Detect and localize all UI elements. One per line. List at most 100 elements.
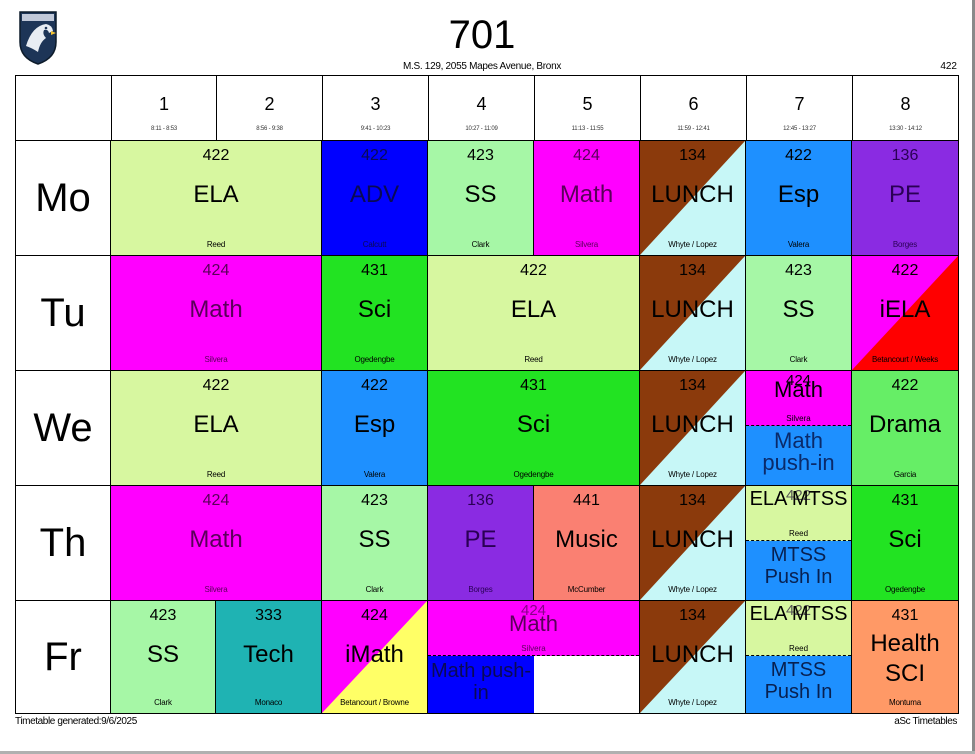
lesson-th-pe[interactable]: 136 PE Borges (428, 486, 534, 601)
lesson-mo-ela[interactable]: 422 ELA Reed (111, 141, 322, 256)
lesson-room: 424 (785, 372, 812, 389)
lesson-fr-ss[interactable]: 423 SS Clark (111, 601, 216, 713)
period-number: 8 (900, 94, 911, 114)
lesson-teacher: Silvera (786, 414, 811, 423)
lesson-subject: Sci (357, 296, 392, 323)
lesson-fr-math-top: 424 Math Silvera (428, 601, 639, 656)
lesson-we-esp[interactable]: 422 Esp Valera (322, 371, 428, 486)
page-title: 701 (448, 13, 516, 57)
lesson-teacher: Whyte / Lopez (668, 240, 717, 249)
lesson-room: 136 (467, 492, 494, 509)
lesson-teacher: Borges (892, 240, 918, 249)
lesson-tu-ss[interactable]: 423 SS Clark (746, 256, 852, 371)
lesson-teacher: Whyte / Lopez (668, 698, 717, 707)
period-time: 8:11 - 8:53 (150, 126, 178, 132)
lesson-we-sci[interactable]: 431 Sci Ogedengbe (428, 371, 640, 486)
lesson-tu-sci[interactable]: 431 Sci Ogedengbe (322, 256, 428, 371)
lesson-fr-mtss-top: 422 ELA MTSS Reed (746, 601, 851, 656)
lesson-teacher: Reed (206, 240, 226, 249)
lesson-we-math-split[interactable]: 424 Math Silvera Math push-in (746, 371, 852, 486)
lesson-tu-iela[interactable]: 422 iELA Betancourt / Weeks (852, 256, 958, 371)
lesson-th-math[interactable]: 424 Math Silvera (111, 486, 322, 601)
lesson-subject: ELA (193, 411, 239, 438)
period-number: 5 (582, 94, 593, 114)
period-number: 1 (158, 94, 169, 114)
lesson-teacher: Silvera (574, 240, 599, 249)
lesson-room: 422 (785, 487, 812, 504)
lesson-we-ela[interactable]: 422 ELA Reed (111, 371, 322, 486)
lesson-room: 134 (679, 607, 706, 624)
lesson-teacher: Clark (789, 355, 808, 364)
lesson-room: 431 (520, 377, 547, 394)
lesson-room: 423 (785, 262, 812, 279)
lesson-we-math-bottom: Math push-in (746, 426, 851, 485)
lesson-teacher: Valera (363, 470, 386, 479)
lesson-we-lunch[interactable]: 134 LUNCH Whyte / Lopez (640, 371, 746, 486)
lesson-subject: LUNCH (651, 526, 734, 553)
lesson-th-mtss-top: 422 ELA MTSS Reed (746, 486, 851, 541)
lesson-mo-adv[interactable]: 422 ADV Calcutt (322, 141, 428, 256)
lesson-mo-math[interactable]: 424 Math Silvera (534, 141, 640, 256)
lesson-room: 431 (891, 607, 919, 624)
lesson-subject: PE (888, 181, 921, 208)
lesson-room: 134 (679, 147, 706, 164)
lesson-subject: Tech (243, 641, 294, 668)
lesson-subject: iELA (879, 296, 931, 323)
lesson-teacher: Betancourt / Weeks (871, 355, 939, 364)
lesson-tu-ela[interactable]: 422 ELA Reed (428, 256, 640, 371)
period-header-3: 3 9:41 - 10:23 (323, 76, 428, 140)
lesson-teacher: Reed (206, 470, 226, 479)
lesson-room: 424 (202, 492, 230, 509)
period-number: 6 (688, 94, 699, 114)
lesson-mo-ss[interactable]: 423 SS Clark (428, 141, 534, 256)
lesson-fr-math-split[interactable]: 424 Math Silvera Math push-in (428, 601, 640, 713)
lesson-teacher: Montuma (889, 698, 921, 707)
period-header-1: 1 8:11 - 8:53 (112, 76, 216, 140)
day-label-monday: Mo (16, 141, 111, 256)
lesson-subject: Music (555, 526, 618, 553)
lesson-th-music[interactable]: 441 Music McCumber (534, 486, 640, 601)
lesson-th-ss[interactable]: 423 SS Clark (322, 486, 428, 601)
lesson-subject: Sci (888, 526, 922, 553)
lesson-fr-mtss-split[interactable]: 422 ELA MTSS Reed MTSS Push In (746, 601, 852, 713)
lesson-mo-pe[interactable]: 136 PE Borges (852, 141, 958, 256)
lesson-subject: iMath (345, 641, 404, 668)
lesson-subject: Math (189, 526, 243, 553)
lesson-subject-2: MTSS Push In (764, 659, 833, 703)
lesson-room: 422 (891, 377, 919, 394)
period-time: 9:41 - 10:23 (360, 126, 391, 132)
lesson-subject: PE (464, 526, 497, 553)
lesson-fr-lunch[interactable]: 134 LUNCH Whyte / Lopez (640, 601, 746, 713)
period-header-6: 6 11:59 - 12:41 (641, 76, 746, 140)
period-number: 4 (476, 94, 487, 114)
lesson-teacher: Borges (468, 585, 493, 594)
lesson-tu-math[interactable]: 424 Math Silvera (111, 256, 322, 371)
lesson-th-lunch[interactable]: 134 LUNCH Whyte / Lopez (640, 486, 746, 601)
brand-label: aSc Timetables (894, 716, 957, 727)
lesson-teacher: Ogedengbe (884, 585, 926, 594)
lesson-mo-esp[interactable]: 422 Esp Valera (746, 141, 852, 256)
lesson-teacher: Garcia (893, 470, 917, 479)
lesson-fr-health[interactable]: 431 Health SCI Montuma (852, 601, 958, 713)
period-number: 3 (370, 94, 381, 114)
lesson-teacher: Silvera (521, 644, 546, 653)
lesson-th-sci[interactable]: 431 Sci Ogedengbe (852, 486, 958, 601)
lesson-teacher: McCumber (567, 585, 606, 594)
lesson-fr-imath[interactable]: 424 iMath Betancourt / Browne (322, 601, 428, 713)
lesson-subject: LUNCH (651, 296, 734, 323)
lesson-teacher: Valera (787, 240, 810, 249)
lesson-we-math-top: 424 Math Silvera (746, 371, 851, 426)
lesson-fr-tech[interactable]: 333 Tech Monaco (216, 601, 322, 713)
lesson-subject: LUNCH (651, 181, 734, 208)
lesson-th-mtss-split[interactable]: 422 ELA MTSS Reed MTSS Push In (746, 486, 852, 601)
lesson-teacher: Reed (524, 355, 543, 364)
lesson-we-drama[interactable]: 422 Drama Garcia (852, 371, 958, 486)
lesson-subject: Esp (353, 411, 396, 438)
lesson-subject: Math (774, 377, 823, 402)
lesson-subject-2: Math push-in (762, 428, 835, 475)
lesson-teacher: Ogedengbe (354, 355, 395, 364)
lesson-subject-2: MTSS Push In (764, 544, 833, 588)
lesson-tu-lunch[interactable]: 134 LUNCH Whyte / Lopez (640, 256, 746, 371)
lesson-mo-lunch[interactable]: 134 LUNCH Whyte / Lopez (640, 141, 746, 256)
lesson-subject: SS (464, 181, 497, 208)
